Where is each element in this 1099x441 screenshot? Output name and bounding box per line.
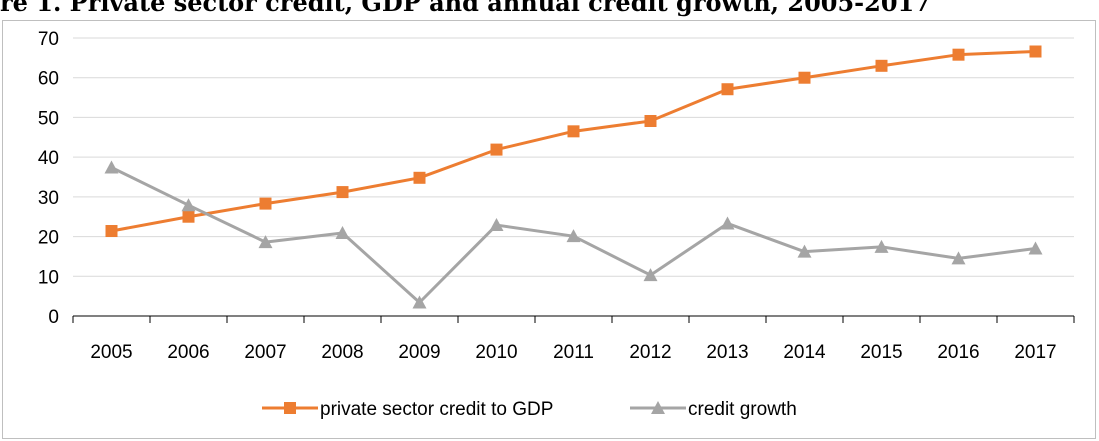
data-point-private-sector-credit-to-gdp-2017: [1029, 45, 1042, 58]
series-line-private-sector-credit-to-gdp: [111, 50, 1036, 233]
data-point-credit-growth-2007: [258, 235, 273, 249]
legend-label-credit-growth: credit growth: [688, 399, 797, 420]
data-point-private-sector-credit-to-gdp-2013: [721, 83, 734, 96]
x-tick-label-2006: 2006: [167, 342, 209, 363]
figure-title: re 1. Private sector credit, GDP and ann…: [0, 0, 931, 17]
y-tick-label-60: 60: [38, 69, 59, 90]
data-point-private-sector-credit-to-gdp-2009: [413, 171, 426, 184]
data-point-private-sector-credit-to-gdp-2007: [259, 197, 272, 210]
x-tick-label-2009: 2009: [398, 342, 440, 363]
data-point-private-sector-credit-to-gdp-2008: [336, 186, 349, 199]
data-point-private-sector-credit-to-gdp-2006: [182, 210, 195, 223]
x-tick-label-2008: 2008: [321, 342, 363, 363]
x-tick-label-2007: 2007: [244, 342, 286, 363]
y-tick-label-30: 30: [38, 188, 59, 209]
legend-marker-credit-growth: [651, 401, 665, 414]
y-tick-label-10: 10: [38, 267, 59, 288]
data-point-private-sector-credit-to-gdp-2010: [490, 143, 503, 156]
data-point-credit-growth-2009: [412, 295, 427, 309]
chart-frame: [2, 20, 1096, 439]
data-point-credit-growth-2010: [489, 218, 504, 232]
data-point-private-sector-credit-to-gdp-2014: [798, 71, 811, 84]
data-point-credit-growth-2006: [181, 198, 196, 212]
y-tick-label-0: 0: [48, 307, 59, 328]
x-tick-label-2012: 2012: [629, 342, 671, 363]
x-tick-label-2005: 2005: [90, 342, 132, 363]
data-point-credit-growth-2016: [951, 251, 966, 265]
x-tick-label-2017: 2017: [1014, 342, 1056, 363]
data-point-credit-growth-2014: [797, 244, 812, 258]
data-point-private-sector-credit-to-gdp-2012: [644, 115, 657, 128]
data-point-credit-growth-2015: [874, 239, 889, 253]
y-tick-label-70: 70: [38, 29, 59, 50]
data-point-credit-growth-2005: [104, 160, 119, 174]
data-point-private-sector-credit-to-gdp-2005: [105, 225, 118, 238]
x-tick-label-2014: 2014: [783, 342, 826, 363]
data-point-credit-growth-2008: [335, 225, 350, 239]
data-point-credit-growth-2017: [1028, 241, 1043, 255]
y-tick-label-40: 40: [38, 148, 59, 169]
data-point-private-sector-credit-to-gdp-2011: [567, 125, 580, 138]
data-point-credit-growth-2012: [643, 268, 658, 282]
x-tick-label-2010: 2010: [475, 342, 517, 363]
data-point-private-sector-credit-to-gdp-2016: [952, 48, 965, 61]
data-point-credit-growth-2013: [720, 216, 735, 230]
legend-marker-private-sector-credit-to-gdp: [284, 402, 296, 414]
legend-label-private-sector-credit-to-gdp: private sector credit to GDP: [320, 399, 553, 420]
data-point-credit-growth-2011: [566, 229, 581, 243]
data-point-private-sector-credit-to-gdp-2015: [875, 59, 888, 72]
x-tick-label-2016: 2016: [937, 342, 979, 363]
x-tick-label-2015: 2015: [860, 342, 902, 363]
x-tick-label-2011: 2011: [553, 342, 594, 363]
x-tick-label-2013: 2013: [706, 342, 748, 363]
y-tick-label-50: 50: [38, 108, 59, 129]
y-tick-label-20: 20: [38, 228, 59, 249]
